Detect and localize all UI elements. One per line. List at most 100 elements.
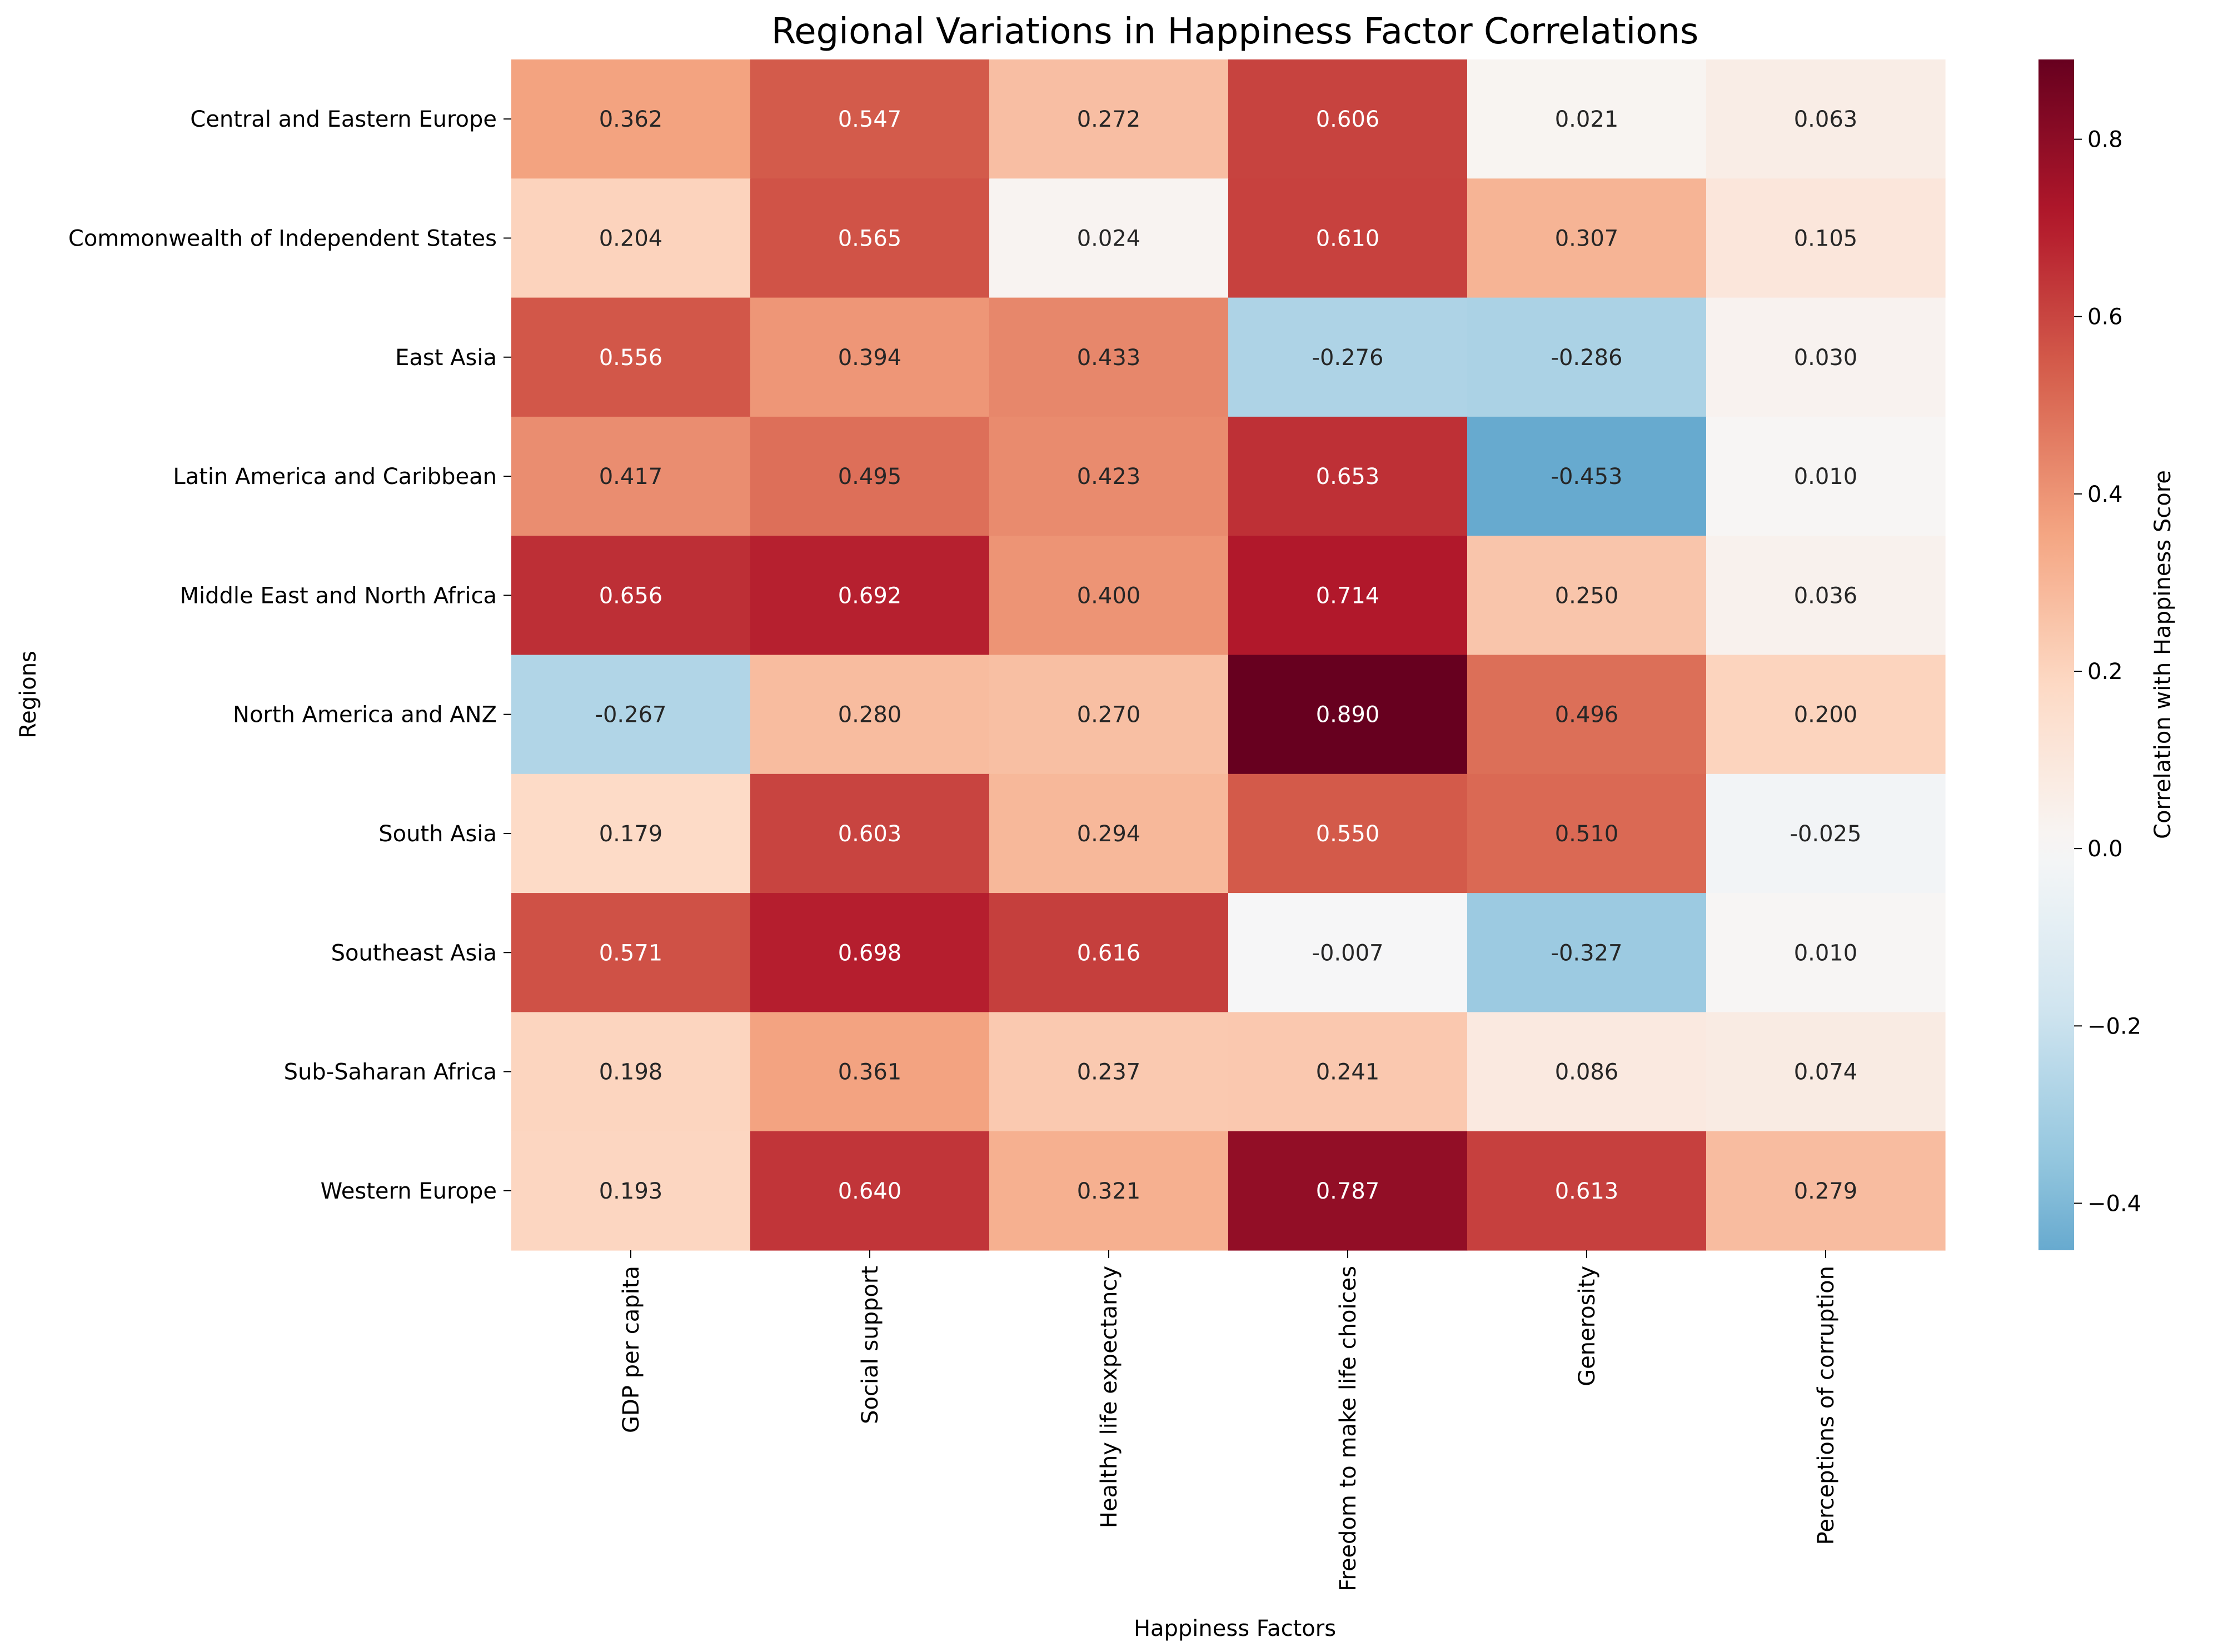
column-label: Generosity	[1574, 1266, 1600, 1386]
heatmap-cell	[750, 178, 990, 298]
cell-value-label: 0.565	[838, 226, 902, 251]
colorbar-tick-label: −0.2	[2087, 1014, 2141, 1039]
heatmap-cell	[1228, 59, 1468, 179]
colorbar-tick-label: 0.4	[2087, 482, 2123, 507]
cell-value-label: 0.556	[599, 345, 663, 371]
cell-value-label: 0.204	[599, 226, 663, 251]
cell-value-label: 0.010	[1794, 940, 1858, 966]
heatmap-cell	[750, 59, 990, 179]
heatmap-cell	[1706, 1131, 1946, 1251]
cell-value-label: 0.692	[838, 583, 902, 608]
heatmap-cell	[989, 773, 1229, 894]
cell-value-label: 0.394	[838, 345, 902, 371]
cell-value-label: 0.241	[1316, 1060, 1380, 1085]
heatmap-cell	[989, 1012, 1229, 1132]
cell-value-label: 0.036	[1794, 583, 1858, 608]
heatmap-cell	[511, 178, 751, 298]
heatmap-cell	[511, 536, 751, 656]
colorbar-tick-label: 0.6	[2087, 305, 2123, 330]
heatmap-cell	[1706, 536, 1946, 656]
colorbar-tick-label: 0.0	[2087, 836, 2123, 862]
heatmap-cell	[1467, 59, 1707, 179]
heatmap-cell	[1228, 893, 1468, 1012]
heatmap-cell	[1467, 655, 1707, 775]
heatmap-cell	[1467, 1131, 1707, 1251]
column-labels: GDP per capita Social support Healthy life…	[619, 1250, 1839, 1591]
row-label: Southeast Asia	[331, 940, 497, 966]
cell-value-label: -0.007	[1312, 940, 1384, 966]
colorbar	[2038, 59, 2074, 1250]
heatmap-cell	[511, 416, 751, 536]
heatmap-cell	[1706, 416, 1946, 536]
cell-value-label: 0.571	[599, 940, 663, 966]
cell-value-label: 0.198	[599, 1060, 663, 1085]
column-label: Perceptions of corruption	[1813, 1266, 1839, 1545]
heatmap-cell	[750, 773, 990, 894]
heatmap-cell	[750, 416, 990, 536]
cell-value-label: 0.086	[1555, 1060, 1619, 1085]
row-label: Central and Eastern Europe	[190, 107, 497, 132]
cell-value-label: 0.362	[599, 107, 663, 132]
row-label: Latin America and Caribbean	[173, 464, 497, 490]
heatmap-cell	[989, 655, 1229, 775]
cell-value-label: 0.547	[838, 107, 902, 132]
heatmap-cell	[1228, 655, 1468, 775]
heatmap-cell	[989, 178, 1229, 298]
heatmap-cell	[1467, 178, 1707, 298]
heatmap-cell	[1467, 416, 1707, 536]
row-label: East Asia	[395, 345, 497, 371]
heatmap-cell	[1706, 893, 1946, 1012]
cell-value-label: 0.640	[838, 1179, 902, 1204]
heatmap-cell	[511, 1012, 751, 1132]
heatmap-cell	[1706, 178, 1946, 298]
cell-value-label: 0.200	[1794, 702, 1858, 728]
cell-value-label: 0.294	[1077, 821, 1141, 847]
cell-value-label: 0.603	[838, 821, 902, 847]
cell-value-label: 0.400	[1077, 583, 1141, 608]
cell-value-label: 0.024	[1077, 226, 1141, 251]
row-label: Middle East and North Africa	[180, 583, 497, 608]
cell-value-label: -0.453	[1551, 464, 1623, 490]
column-label: Healthy life expectancy	[1096, 1266, 1122, 1528]
cell-value-label: 0.496	[1555, 702, 1619, 728]
heatmap-cell	[1706, 59, 1946, 179]
heatmap-cell	[511, 773, 751, 894]
row-label: Western Europe	[321, 1179, 497, 1204]
cell-value-label: 0.307	[1555, 226, 1619, 251]
cell-value-label: -0.267	[595, 702, 667, 728]
cell-value-label: -0.327	[1551, 940, 1623, 966]
x-axis-label: Happiness Factors	[1134, 1616, 1336, 1641]
heatmap-cells: 0.362 0.547 0.272 0.606 0.021 0.063 0.204 0.565…	[511, 59, 1946, 1251]
heatmap-cell	[511, 59, 751, 179]
cell-value-label: 0.510	[1555, 821, 1619, 847]
heatmap-cell	[1467, 297, 1707, 417]
heatmap-cell	[1228, 773, 1468, 894]
cell-value-label: 0.030	[1794, 345, 1858, 371]
cell-value-label: 0.653	[1316, 464, 1380, 490]
heatmap-cell	[1467, 1012, 1707, 1132]
colorbar-tick-label: 0.2	[2087, 659, 2123, 685]
cell-value-label: 0.280	[838, 702, 902, 728]
cell-value-label: -0.276	[1312, 345, 1384, 371]
cell-value-label: 0.787	[1316, 1179, 1380, 1204]
heatmap-cell	[750, 893, 990, 1012]
heatmap-cell	[750, 536, 990, 656]
cell-value-label: 0.433	[1077, 345, 1141, 371]
heatmap-cell	[1228, 297, 1468, 417]
cell-value-label: 0.063	[1794, 107, 1858, 132]
cell-value-label: 0.105	[1794, 226, 1858, 251]
cell-value-label: 0.616	[1077, 940, 1141, 966]
row-label: North America and ANZ	[233, 702, 497, 728]
heatmap-cell	[511, 893, 751, 1012]
heatmap-cell	[1467, 893, 1707, 1012]
row-label: South Asia	[378, 821, 497, 847]
heatmap-cell	[1228, 178, 1468, 298]
cell-value-label: 0.074	[1794, 1060, 1858, 1085]
cell-value-label: -0.025	[1790, 821, 1862, 847]
cell-value-label: 0.279	[1794, 1179, 1858, 1204]
y-axis-label: Regions	[16, 651, 41, 738]
cell-value-label: 0.613	[1555, 1179, 1619, 1204]
cell-value-label: 0.270	[1077, 702, 1141, 728]
column-label: GDP per capita	[619, 1266, 644, 1433]
